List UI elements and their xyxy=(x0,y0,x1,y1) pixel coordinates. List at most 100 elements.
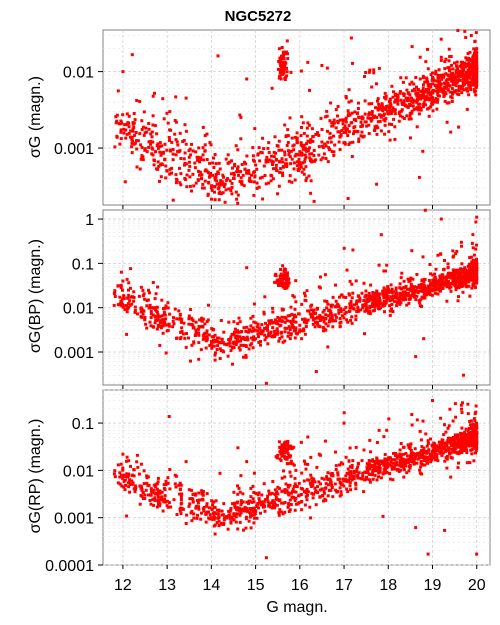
data-point xyxy=(242,528,245,532)
data-point xyxy=(335,490,339,494)
data-point xyxy=(160,497,164,501)
data-point xyxy=(466,52,470,55)
data-point xyxy=(311,159,315,163)
data-point xyxy=(387,417,391,421)
data-point xyxy=(459,434,463,438)
data-point xyxy=(463,266,467,270)
data-point xyxy=(402,99,406,103)
data-point xyxy=(462,447,466,451)
data-point xyxy=(245,154,249,158)
data-point xyxy=(280,454,284,458)
data-point xyxy=(473,40,477,44)
data-point xyxy=(330,473,334,477)
data-point xyxy=(303,332,307,336)
data-point xyxy=(406,293,410,297)
data-point xyxy=(265,497,269,501)
data-point xyxy=(449,79,453,83)
data-point xyxy=(198,318,202,322)
data-point xyxy=(473,90,477,94)
data-point xyxy=(268,492,271,496)
data-point xyxy=(158,489,162,493)
data-point xyxy=(436,292,440,296)
data-point xyxy=(151,140,155,144)
data-point xyxy=(242,337,246,341)
data-point xyxy=(420,278,424,282)
data-point xyxy=(462,373,465,377)
data-point xyxy=(297,312,300,316)
data-point xyxy=(454,75,458,79)
data-point xyxy=(179,172,183,176)
data-point xyxy=(378,292,382,296)
data-point xyxy=(299,143,303,147)
data-point xyxy=(233,504,237,508)
data-point xyxy=(236,506,240,510)
data-point xyxy=(418,102,422,106)
data-point xyxy=(346,471,350,475)
data-point xyxy=(471,233,475,237)
data-point xyxy=(443,60,447,64)
panel-1-points xyxy=(113,29,479,205)
data-point xyxy=(248,499,252,503)
data-point xyxy=(243,505,247,509)
data-point xyxy=(402,117,406,120)
data-point xyxy=(419,460,423,463)
data-point xyxy=(409,449,413,452)
data-point xyxy=(295,136,299,140)
data-point xyxy=(368,306,372,310)
data-point xyxy=(138,502,142,506)
data-point xyxy=(220,180,224,184)
data-point xyxy=(143,147,147,151)
data-point xyxy=(145,299,149,303)
data-point xyxy=(385,263,389,267)
data-point xyxy=(325,300,329,303)
data-point xyxy=(207,180,211,184)
data-point xyxy=(387,122,391,126)
data-point xyxy=(422,459,426,462)
data-point xyxy=(436,73,440,77)
data-point xyxy=(251,146,255,150)
data-point xyxy=(161,324,165,328)
data-point xyxy=(408,111,412,115)
data-point xyxy=(431,71,434,75)
data-point xyxy=(240,501,244,505)
data-point xyxy=(305,126,309,130)
data-point xyxy=(429,105,433,109)
data-point xyxy=(456,72,460,76)
data-point xyxy=(373,291,377,295)
data-point xyxy=(215,179,219,183)
data-point xyxy=(409,460,413,464)
data-point xyxy=(378,119,382,123)
data-point xyxy=(443,99,447,103)
data-point xyxy=(422,292,426,296)
data-point xyxy=(116,284,120,288)
data-point xyxy=(154,150,157,154)
data-point xyxy=(459,403,463,407)
data-point xyxy=(324,115,328,119)
data-point xyxy=(237,170,241,174)
data-point xyxy=(157,502,160,506)
data-point xyxy=(339,461,343,465)
data-point xyxy=(385,471,389,474)
data-point xyxy=(180,320,184,324)
data-point xyxy=(262,147,266,151)
data-point xyxy=(127,472,131,476)
data-point xyxy=(293,484,297,488)
data-point xyxy=(128,135,132,139)
data-point xyxy=(302,490,306,494)
data-point xyxy=(116,481,120,485)
data-point xyxy=(427,87,431,91)
data-point xyxy=(468,265,472,269)
data-point xyxy=(193,166,197,170)
data-point xyxy=(217,198,221,202)
data-point xyxy=(139,315,143,319)
data-point xyxy=(466,402,470,406)
data-point xyxy=(469,70,473,74)
data-point xyxy=(175,336,178,340)
data-point xyxy=(387,130,391,134)
data-point xyxy=(416,91,420,95)
data-point xyxy=(205,335,209,339)
data-point xyxy=(473,275,477,279)
data-point xyxy=(320,476,324,480)
data-point xyxy=(379,129,383,133)
data-point xyxy=(299,493,303,496)
